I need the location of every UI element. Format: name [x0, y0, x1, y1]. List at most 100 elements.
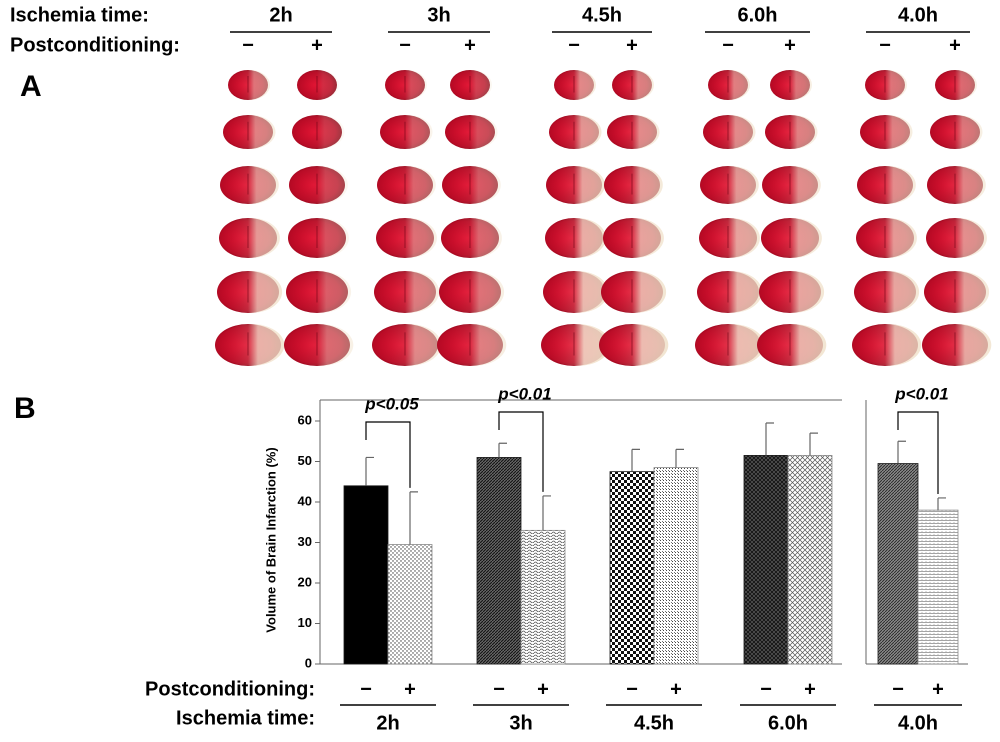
infarct-area — [447, 115, 498, 149]
infarct-area — [222, 166, 279, 204]
error-bar — [897, 440, 906, 464]
infarct-area — [291, 166, 348, 204]
error-bar — [765, 422, 774, 456]
infarct-area — [609, 115, 660, 149]
infarct-area — [760, 324, 827, 366]
infarct-area — [862, 115, 913, 149]
sign-label: − — [626, 678, 638, 700]
infarct-area — [867, 70, 907, 100]
infarct-area — [767, 115, 818, 149]
group-label: 6.0h — [737, 4, 777, 26]
significance-label: p<0.01 — [497, 384, 551, 403]
infarct-area — [927, 271, 990, 313]
row-label: Ischemia time: — [10, 4, 149, 26]
error-bar — [631, 448, 640, 472]
infarct-area — [230, 70, 270, 100]
infarct-area — [287, 324, 354, 366]
group-label: 4.5h — [582, 4, 622, 26]
infarct-area — [377, 271, 440, 313]
sign-label: + — [949, 34, 961, 56]
infarct-area — [932, 115, 983, 149]
sign-label: + — [804, 678, 816, 700]
infarct-area — [604, 271, 667, 313]
infarct-area — [551, 115, 602, 149]
infarct-area — [443, 218, 502, 258]
infarct-area — [547, 218, 606, 258]
infarct-area — [763, 218, 822, 258]
infarct-area — [928, 218, 987, 258]
infarct-area — [299, 70, 339, 100]
infarct-area — [440, 324, 507, 366]
sign-label: − — [892, 678, 904, 700]
error-bar — [498, 442, 507, 458]
bar — [520, 529, 566, 665]
error-bar — [365, 456, 374, 486]
error-bar — [675, 448, 684, 468]
row-label: Postconditioning: — [145, 678, 315, 700]
infarct-area — [225, 115, 276, 149]
bar — [343, 485, 389, 665]
infarct-area — [705, 115, 756, 149]
error-bar — [542, 495, 551, 531]
bar — [476, 457, 522, 665]
bar — [743, 455, 789, 665]
sign-label: + — [670, 678, 682, 700]
bar — [653, 467, 699, 665]
bar — [877, 463, 919, 665]
error-bar — [409, 491, 418, 545]
y-tick-label: 40 — [298, 493, 312, 508]
infarct-area — [444, 166, 501, 204]
infarct-area — [710, 70, 750, 100]
row-label: Ischemia time: — [176, 707, 315, 729]
row-label: Postconditioning: — [10, 34, 180, 56]
panel-label: B — [14, 392, 36, 425]
infarct-area — [764, 166, 821, 204]
infarct-area — [221, 218, 280, 258]
x-tick-label: 4.5h — [634, 712, 674, 734]
infarct-area — [544, 324, 611, 366]
sign-label: − — [399, 34, 411, 56]
sign-label: + — [932, 678, 944, 700]
infarct-area — [701, 218, 760, 258]
infarct-area — [855, 324, 922, 366]
bar — [917, 509, 959, 665]
x-tick-label: 6.0h — [768, 712, 808, 734]
infarct-area — [387, 70, 427, 100]
sign-label: + — [784, 34, 796, 56]
infarct-area — [548, 166, 605, 204]
infarct-area — [614, 70, 654, 100]
infarct-area — [606, 166, 663, 204]
sign-label: + — [464, 34, 476, 56]
infarct-area — [929, 166, 986, 204]
infarct-area — [702, 166, 759, 204]
panel-label: A — [20, 70, 42, 103]
infarct-area — [452, 70, 492, 100]
sign-label: + — [404, 678, 416, 700]
infarct-area — [382, 115, 433, 149]
group-label: 4.0h — [898, 4, 938, 26]
y-tick-label: 60 — [298, 412, 312, 427]
infarct-area — [857, 271, 920, 313]
significance-bracket — [498, 411, 544, 492]
infarct-area — [925, 324, 992, 366]
infarct-area — [289, 271, 352, 313]
infarct-area — [442, 271, 505, 313]
infarct-area — [698, 324, 765, 366]
infarct-area — [858, 218, 917, 258]
infarct-area — [290, 218, 349, 258]
bar — [387, 544, 433, 665]
significance-bracket — [897, 411, 939, 494]
significance-bracket — [365, 421, 411, 488]
sign-label: − — [568, 34, 580, 56]
infarct-area — [375, 324, 442, 366]
infarct-area — [379, 166, 436, 204]
sign-label: − — [722, 34, 734, 56]
sign-label: − — [360, 678, 372, 700]
infarct-area — [378, 218, 437, 258]
infarct-area — [294, 115, 345, 149]
sign-label: + — [626, 34, 638, 56]
group-label: 2h — [269, 4, 292, 26]
sign-label: − — [879, 34, 891, 56]
group-label: 3h — [427, 4, 450, 26]
